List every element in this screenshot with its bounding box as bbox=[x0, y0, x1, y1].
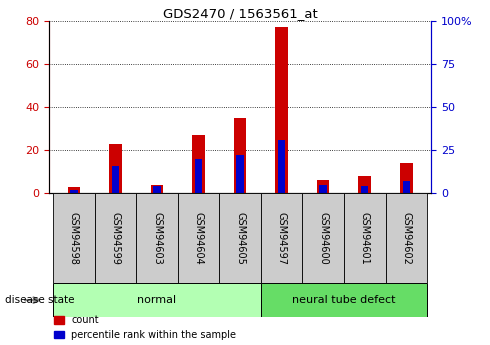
Bar bbox=[193, 135, 205, 193]
Bar bbox=[403, 181, 410, 193]
Text: disease state: disease state bbox=[5, 295, 74, 305]
Title: GDS2470 / 1563561_at: GDS2470 / 1563561_at bbox=[163, 7, 318, 20]
Bar bbox=[153, 186, 161, 193]
Text: GSM94601: GSM94601 bbox=[360, 212, 370, 264]
Text: GSM94604: GSM94604 bbox=[194, 212, 203, 264]
FancyBboxPatch shape bbox=[261, 193, 302, 283]
FancyBboxPatch shape bbox=[261, 283, 427, 317]
Bar bbox=[112, 166, 119, 193]
Text: GSM94597: GSM94597 bbox=[277, 211, 287, 265]
FancyBboxPatch shape bbox=[53, 283, 261, 317]
Text: GSM94602: GSM94602 bbox=[401, 211, 411, 265]
FancyBboxPatch shape bbox=[302, 193, 344, 283]
Text: GSM94603: GSM94603 bbox=[152, 212, 162, 264]
Text: neural tube defect: neural tube defect bbox=[292, 295, 396, 305]
FancyBboxPatch shape bbox=[95, 193, 136, 283]
FancyBboxPatch shape bbox=[220, 193, 261, 283]
Bar bbox=[275, 27, 288, 193]
FancyBboxPatch shape bbox=[344, 193, 386, 283]
Text: GSM94600: GSM94600 bbox=[318, 212, 328, 264]
Bar bbox=[234, 118, 246, 193]
Text: GSM94599: GSM94599 bbox=[110, 211, 121, 265]
Bar bbox=[70, 190, 77, 193]
Text: GSM94598: GSM94598 bbox=[69, 211, 79, 265]
Bar bbox=[109, 144, 122, 193]
FancyBboxPatch shape bbox=[53, 193, 95, 283]
FancyBboxPatch shape bbox=[178, 193, 220, 283]
Bar bbox=[236, 155, 244, 193]
Bar bbox=[151, 185, 163, 193]
FancyBboxPatch shape bbox=[136, 193, 178, 283]
Bar bbox=[319, 185, 327, 193]
Bar bbox=[195, 159, 202, 193]
FancyBboxPatch shape bbox=[386, 193, 427, 283]
Bar bbox=[359, 176, 371, 193]
Text: normal: normal bbox=[138, 295, 176, 305]
Bar bbox=[68, 187, 80, 193]
Text: GSM94605: GSM94605 bbox=[235, 211, 245, 265]
Bar bbox=[400, 163, 413, 193]
Bar bbox=[361, 186, 368, 193]
Legend: count, percentile rank within the sample: count, percentile rank within the sample bbox=[54, 315, 236, 340]
Bar bbox=[278, 140, 285, 193]
Bar bbox=[317, 180, 329, 193]
